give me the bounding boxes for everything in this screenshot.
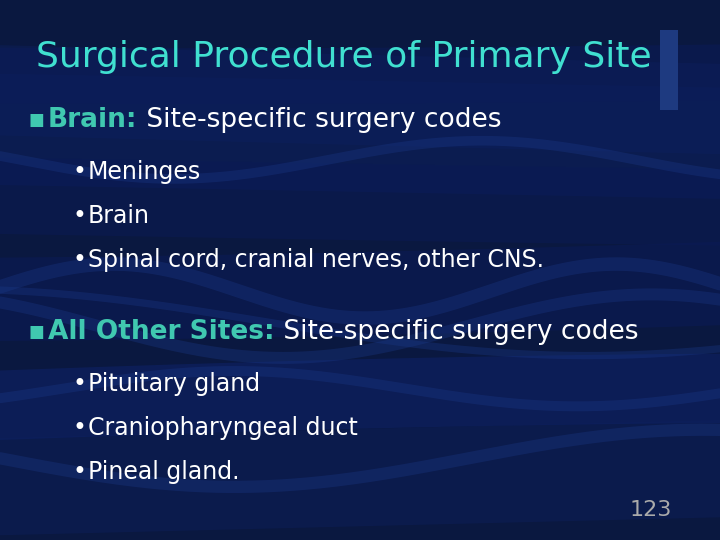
Text: Site-specific surgery codes: Site-specific surgery codes [274, 319, 638, 345]
Text: Meninges: Meninges [88, 160, 202, 184]
Text: ■: ■ [28, 323, 44, 341]
Text: Surgical Procedure of Primary Site: Surgical Procedure of Primary Site [36, 40, 652, 74]
Text: •: • [72, 416, 86, 440]
Text: Craniopharyngeal duct: Craniopharyngeal duct [88, 416, 358, 440]
Text: Brain:: Brain: [48, 107, 138, 133]
Text: Brain: Brain [88, 204, 150, 228]
Text: ■: ■ [28, 111, 44, 129]
Bar [660, 30, 678, 110]
Text: •: • [72, 248, 86, 272]
Text: All Other Sites:: All Other Sites: [48, 319, 274, 345]
Text: 123: 123 [630, 500, 672, 520]
Text: Spinal cord, cranial nerves, other CNS.: Spinal cord, cranial nerves, other CNS. [88, 248, 544, 272]
Text: •: • [72, 372, 86, 396]
Text: Pituitary gland: Pituitary gland [88, 372, 260, 396]
Text: Site-specific surgery codes: Site-specific surgery codes [138, 107, 501, 133]
Text: •: • [72, 160, 86, 184]
Text: Pineal gland.: Pineal gland. [88, 460, 240, 484]
Text: •: • [72, 204, 86, 228]
Text: •: • [72, 460, 86, 484]
